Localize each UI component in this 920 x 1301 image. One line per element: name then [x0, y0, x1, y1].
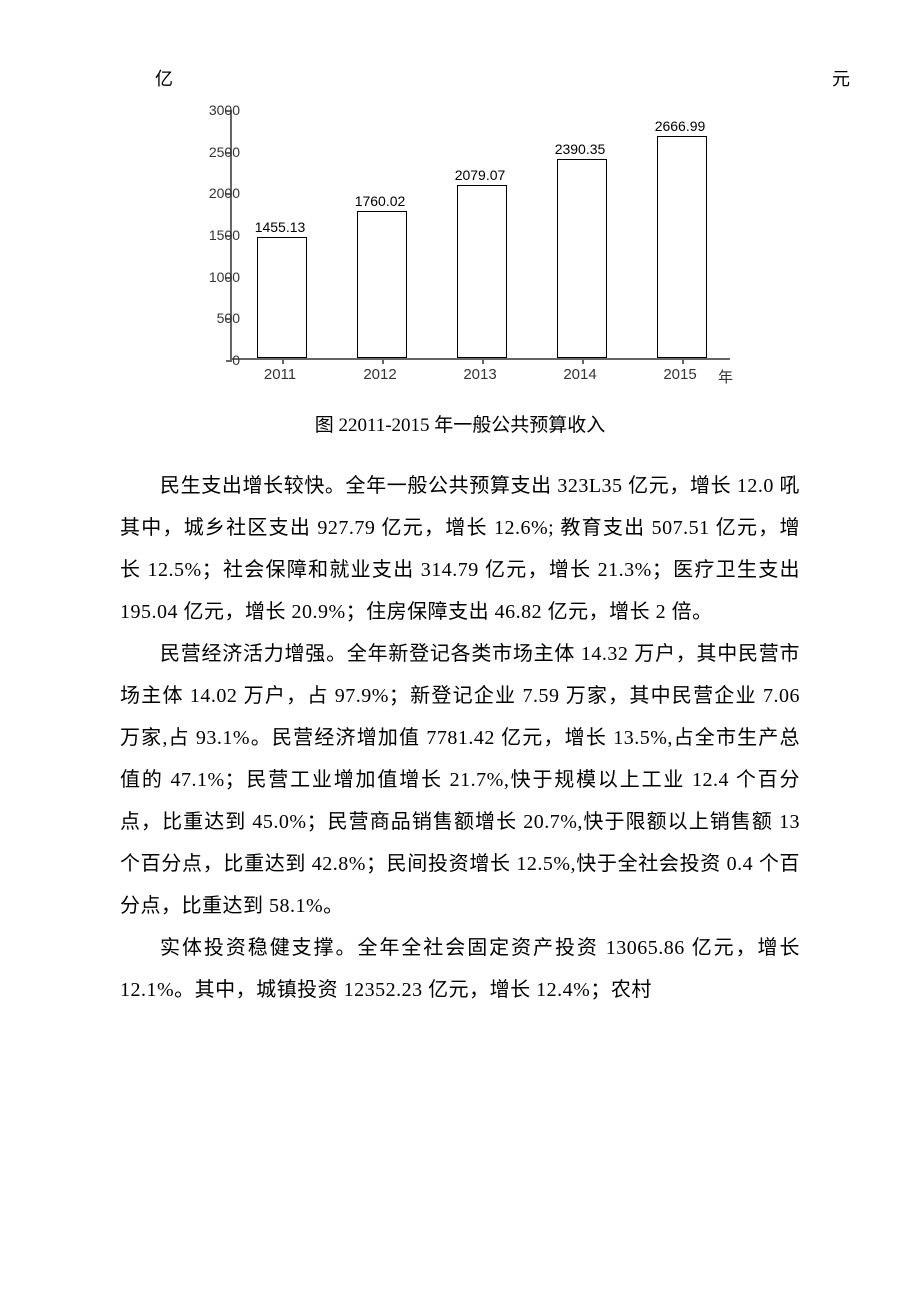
chart-bar	[557, 159, 607, 358]
xaxis-unit: 年	[718, 366, 733, 387]
bar-value-label: 1455.13	[255, 219, 306, 235]
ytick-label: 2000	[209, 185, 240, 201]
bar-value-label: 2079.07	[455, 167, 506, 183]
xtick	[682, 358, 684, 364]
chart-bar	[357, 211, 407, 358]
xtick-label: 2015	[663, 366, 696, 383]
chart-unit-left: 亿	[155, 65, 173, 91]
bar-value-label: 2390.35	[555, 141, 606, 157]
paragraph-expenditure: 民生支出增长较快。全年一般公共预算支出 323L35 亿元，增长 12.0 吼其…	[120, 465, 800, 633]
ytick	[226, 360, 232, 362]
ytick-label: 3000	[209, 102, 240, 118]
xtick	[382, 358, 384, 364]
xtick	[282, 358, 284, 364]
document-page: 亿 元 050010001500200025003000 20111455.13…	[0, 100, 920, 1011]
chart-plot-area	[230, 110, 730, 360]
paragraph-investment: 实体投资稳健支撑。全年全社会固定资产投资 13065.86 亿元，增长 12.1…	[120, 927, 800, 1011]
xtick	[482, 358, 484, 364]
chart-unit-right: 元	[832, 65, 850, 91]
ytick-label: 1500	[209, 227, 240, 243]
xtick-label: 2013	[463, 366, 496, 383]
xtick	[582, 358, 584, 364]
ytick-label: 1000	[209, 269, 240, 285]
xtick-label: 2014	[563, 366, 596, 383]
ytick-label: 500	[217, 310, 240, 326]
paragraph-private-economy: 民营经济活力增强。全年新登记各类市场主体 14.32 万户，其中民营市场主体 1…	[120, 633, 800, 927]
bar-value-label: 1760.02	[355, 193, 406, 209]
ytick-label: 2500	[209, 144, 240, 160]
bar-value-label: 2666.99	[655, 118, 706, 134]
ytick-label: 0	[232, 352, 240, 368]
chart-bar	[457, 185, 507, 358]
chart-bar	[257, 237, 307, 358]
xtick-label: 2011	[264, 366, 296, 383]
chart-caption: 图 22011-2015 年一般公共预算收入	[120, 410, 800, 437]
xtick-label: 2012	[363, 366, 396, 383]
chart-bar	[657, 136, 707, 358]
revenue-chart: 亿 元 050010001500200025003000 20111455.13…	[170, 100, 750, 400]
